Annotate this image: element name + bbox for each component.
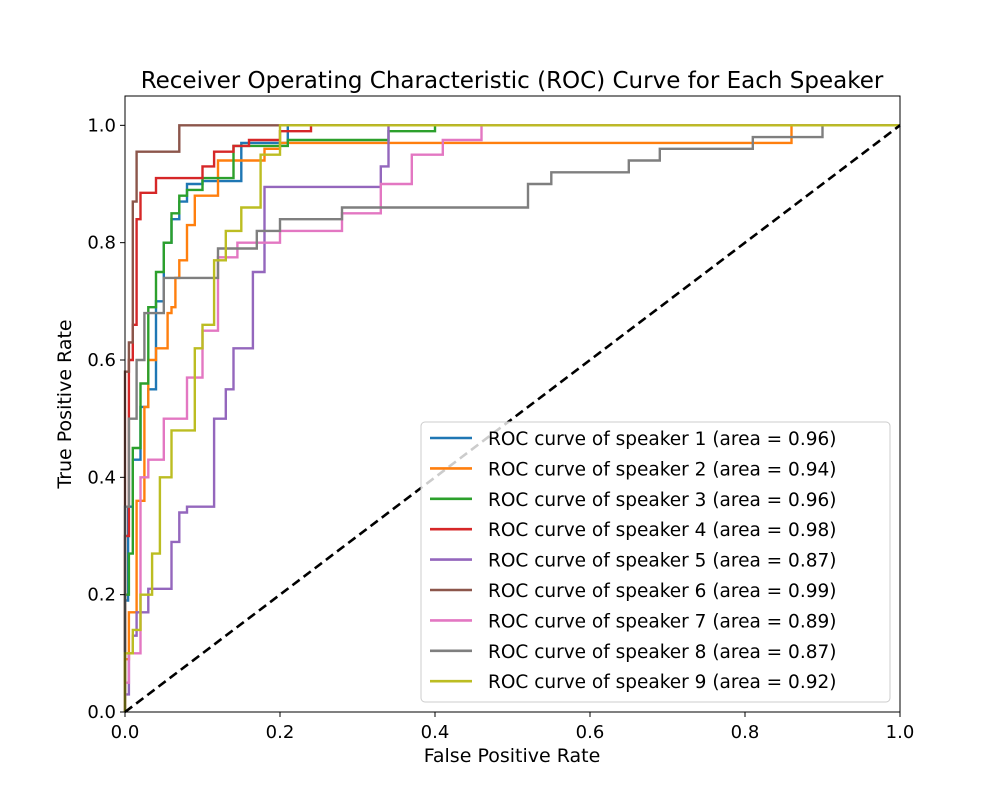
roc-curve-speaker-2 bbox=[123, 124, 900, 712]
x-axis-ticks: 0.0 0.2 0.4 0.6 0.8 1.0 bbox=[111, 712, 915, 743]
roc-curve-speaker-3 bbox=[123, 124, 900, 712]
y-tick-label: 0.0 bbox=[87, 702, 116, 723]
y-axis-ticks: 0.0 0.2 0.4 0.6 0.8 1.0 bbox=[87, 115, 125, 723]
chart-title: Receiver Operating Characteristic (ROC) … bbox=[141, 68, 884, 94]
x-tick-label: 0.4 bbox=[421, 722, 450, 743]
legend-items: ROC curve of speaker 1 (area = 0.96) ROC … bbox=[430, 429, 836, 693]
legend-label-speaker-4: ROC curve of speaker 4 (area = 0.98) bbox=[488, 520, 836, 541]
y-tick-label: 0.6 bbox=[87, 350, 116, 371]
legend-label-speaker-9: ROC curve of speaker 9 (area = 0.92) bbox=[488, 672, 836, 693]
legend-label-speaker-8: ROC curve of speaker 8 (area = 0.87) bbox=[488, 642, 836, 663]
legend-label-speaker-3: ROC curve of speaker 3 (area = 0.96) bbox=[488, 490, 836, 511]
roc-curve-speaker-8 bbox=[123, 124, 900, 712]
legend-label-speaker-6: ROC curve of speaker 6 (area = 0.99) bbox=[488, 581, 836, 602]
x-axis-label: False Positive Rate bbox=[424, 745, 601, 767]
legend-label-speaker-2: ROC curve of speaker 2 (area = 0.94) bbox=[488, 459, 836, 480]
legend-frame bbox=[420, 421, 891, 703]
x-tick-label: 0.0 bbox=[111, 722, 140, 743]
y-tick-label: 0.8 bbox=[87, 233, 116, 254]
chance-diagonal-line bbox=[124, 124, 901, 714]
y-axis-label: True Positive Rate bbox=[54, 319, 76, 489]
plot-area bbox=[123, 95, 901, 714]
legend: ROC curve of speaker 1 (area = 0.96) ROC … bbox=[420, 421, 891, 703]
roc-curve-speaker-6 bbox=[123, 124, 900, 712]
y-tick-label: 0.2 bbox=[87, 585, 116, 606]
legend-label-speaker-1: ROC curve of speaker 1 (area = 0.96) bbox=[488, 429, 836, 450]
roc-curve-speaker-9 bbox=[123, 124, 900, 712]
plot-frame bbox=[124, 95, 901, 713]
x-tick-label: 0.2 bbox=[266, 722, 295, 743]
y-tick-label: 1.0 bbox=[87, 115, 116, 136]
x-tick-label: 1.0 bbox=[886, 722, 915, 743]
legend-label-speaker-5: ROC curve of speaker 5 (area = 0.87) bbox=[488, 551, 836, 572]
series-layer bbox=[123, 124, 901, 714]
x-tick-label: 0.8 bbox=[731, 722, 760, 743]
x-tick-label: 0.6 bbox=[576, 722, 605, 743]
y-tick-label: 0.4 bbox=[87, 467, 116, 488]
legend-label-speaker-7: ROC curve of speaker 7 (area = 0.89) bbox=[488, 611, 836, 632]
